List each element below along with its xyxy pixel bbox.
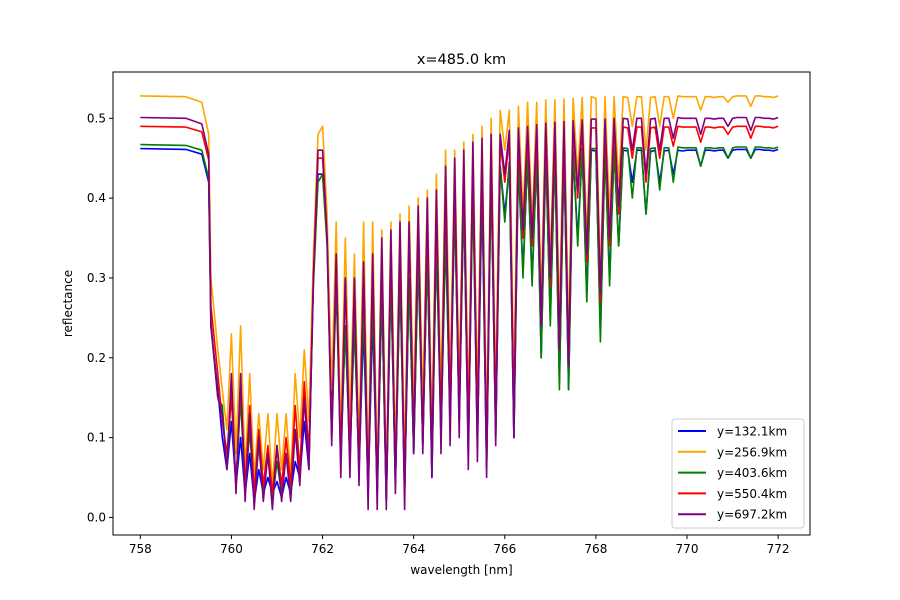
x-tick-label: 766	[493, 542, 516, 556]
y-axis-label: reflectance	[61, 270, 75, 337]
y-tick-label: 0.3	[87, 271, 106, 285]
plot-area	[112, 71, 811, 536]
legend-label: y=403.6km	[717, 466, 787, 480]
x-tick-label: 772	[767, 542, 790, 556]
x-axis: 758 760 762 764 766 768 770 772	[129, 535, 790, 556]
y-tick-label: 0.0	[87, 510, 106, 524]
legend-label: y=132.1km	[717, 425, 787, 439]
x-tick-label: 758	[129, 542, 152, 556]
y-tick-label: 0.5	[87, 111, 106, 125]
x-tick-label: 764	[402, 542, 425, 556]
y-tick-label: 0.1	[87, 431, 106, 445]
legend-label: y=256.9km	[717, 445, 787, 459]
series-line-5	[140, 116, 779, 511]
x-axis-label: wavelength [nm]	[410, 563, 512, 577]
x-tick-label: 770	[676, 542, 699, 556]
legend-label: y=697.2km	[717, 508, 787, 522]
axes-frame	[112, 71, 811, 536]
chart-title: x=485.0 km	[417, 52, 506, 68]
x-tick-label: 760	[220, 542, 243, 556]
y-axis: 0.0 0.1 0.2 0.3 0.4 0.5	[87, 111, 113, 524]
legend-label: y=550.4km	[717, 487, 787, 501]
x-tick-label: 762	[311, 542, 334, 556]
legend: y=132.1km y=256.9km y=403.6km y=550.4km y=69…	[671, 418, 805, 529]
y-tick-label: 0.4	[87, 191, 106, 205]
x-tick-label: 768	[584, 542, 607, 556]
legend-box	[671, 418, 805, 529]
y-tick-label: 0.2	[87, 351, 106, 365]
